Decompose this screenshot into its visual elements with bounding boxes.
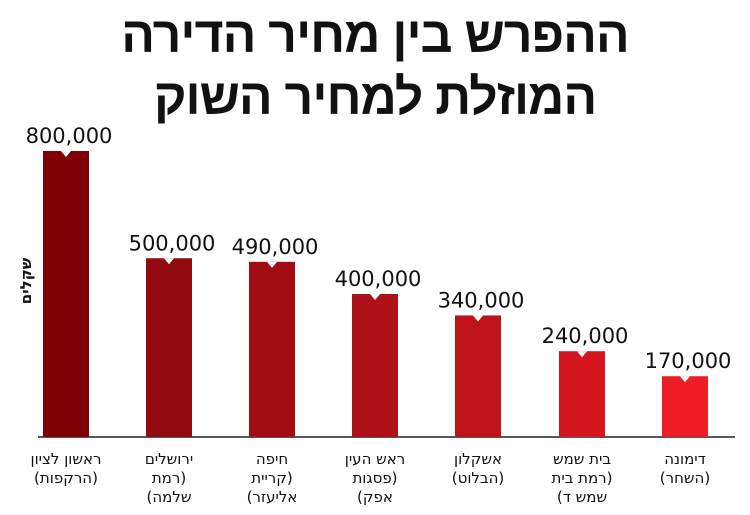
category-label-2-line-0: חיפה [256, 450, 288, 468]
bar-0 [43, 151, 89, 437]
value-label-2: 490,000 [232, 235, 319, 259]
chart-title-line-2: המוזלת למחיר השוק [153, 69, 597, 125]
category-label-3-line-0: ראש העין [345, 450, 406, 468]
value-label-0: 800,000 [26, 124, 113, 148]
bar-notch-1 [164, 258, 174, 265]
value-label-6: 170,000 [645, 349, 732, 373]
bar-notch-2 [267, 261, 277, 268]
category-label-4-line-1: (הבלוט) [452, 469, 505, 487]
bar-6 [662, 376, 708, 437]
value-label-4: 340,000 [438, 288, 525, 312]
bar-5 [559, 351, 605, 437]
bar-notch-4 [473, 315, 483, 322]
bar-notch-0 [61, 151, 71, 157]
bar-4 [455, 315, 501, 437]
value-label-1: 500,000 [129, 231, 216, 255]
category-label-4-line-0: אשקלון [454, 450, 502, 468]
category-label-1-line-0: ירושלים [145, 450, 193, 468]
category-label-1-line-1: (רמת [152, 469, 186, 487]
category-label-1-line-2: שלמה) [147, 488, 192, 506]
category-label-6-line-0: דימונה [664, 450, 706, 468]
bar-notch-6 [680, 376, 690, 383]
bar-1 [146, 258, 192, 437]
category-label-2-line-1: (קריית [251, 469, 293, 487]
bar-2 [249, 261, 295, 437]
value-label-5: 240,000 [542, 324, 629, 348]
category-label-6-line-1: (השחר) [660, 469, 710, 487]
category-label-0-line-0: ראשון לציון [30, 450, 101, 468]
value-label-3: 400,000 [335, 267, 422, 291]
bar-3 [352, 294, 398, 437]
category-label-3-line-1: (פסגות [352, 469, 397, 487]
category-label-2-line-2: אליעזר) [247, 488, 298, 506]
bar-notch-5 [577, 351, 587, 358]
category-label-5-line-1: (רמת בית [551, 469, 612, 487]
category-label-3-line-2: אפק) [357, 488, 393, 506]
chart-title-line-1: ההפרש בין מחיר הדירה [121, 7, 629, 63]
category-label-5-line-0: בית שמש [553, 450, 611, 468]
category-label-5-line-2: שמש ד) [557, 488, 607, 506]
bar-notch-3 [370, 294, 380, 300]
category-label-0-line-1: (הרקפות) [34, 469, 98, 487]
